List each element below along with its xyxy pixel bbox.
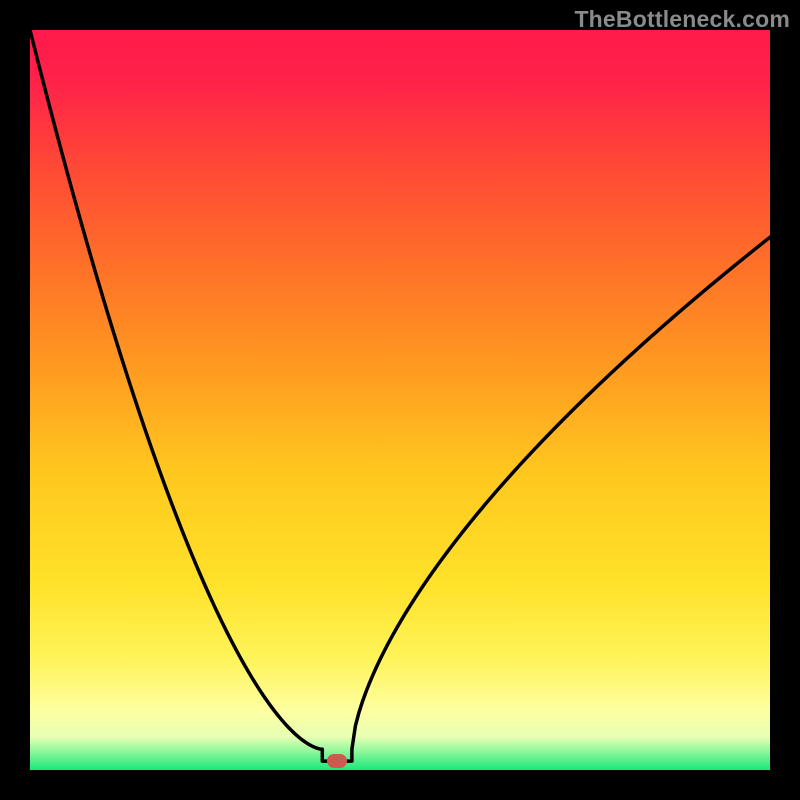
- minimum-point-marker: [327, 754, 347, 768]
- watermark-text: TheBottleneck.com: [574, 6, 790, 33]
- chart-frame: TheBottleneck.com: [0, 0, 800, 800]
- bottleneck-curve: [30, 30, 770, 770]
- plot-area: [30, 30, 770, 770]
